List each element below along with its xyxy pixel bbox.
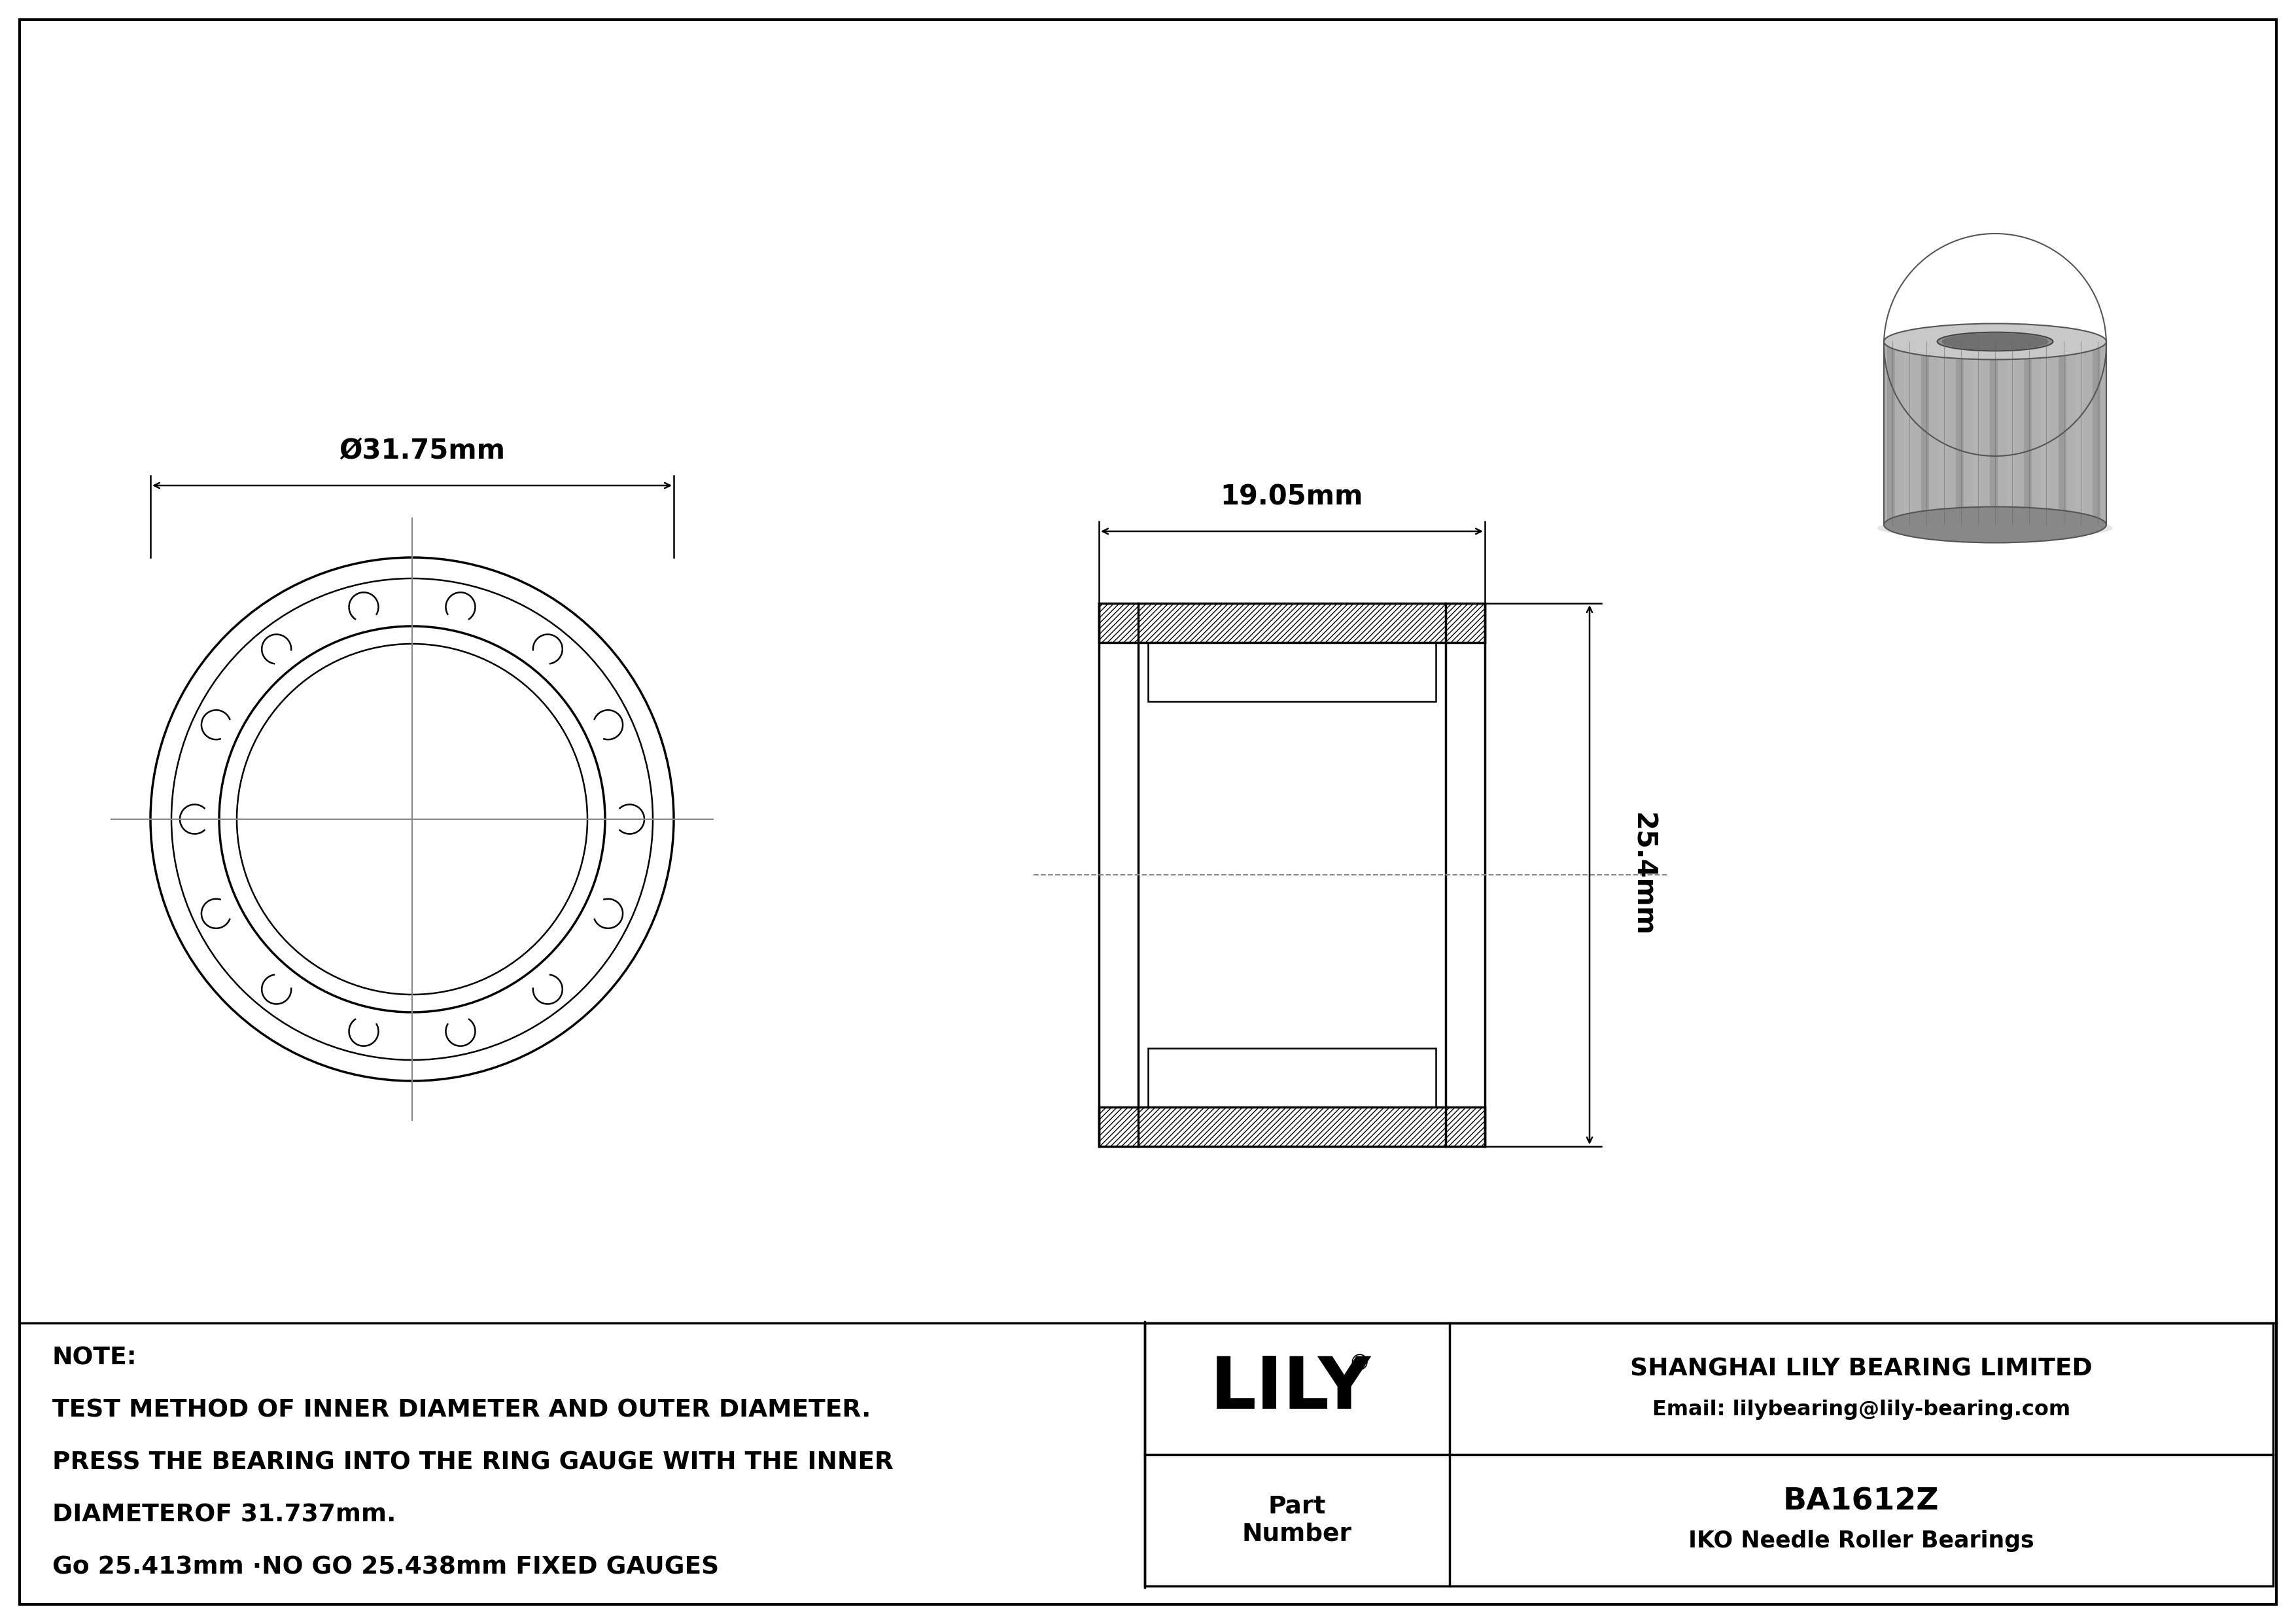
FancyBboxPatch shape [1885, 341, 2105, 525]
Bar [1956, 341, 1963, 525]
Bar [2076, 341, 2082, 525]
Ellipse shape [1938, 333, 2053, 351]
Text: Ø31.75mm: Ø31.75mm [340, 437, 505, 464]
Bar [2007, 341, 2016, 525]
Text: Email: lilybearing@lily-bearing.com: Email: lilybearing@lily-bearing.com [1653, 1400, 2071, 1419]
Bar [1887, 341, 1894, 525]
Text: LILY: LILY [1210, 1354, 1371, 1424]
Text: Go 25.413mm ·NO GO 25.438mm FIXED GAUGES: Go 25.413mm ·NO GO 25.438mm FIXED GAUGES [53, 1556, 719, 1579]
Bar [2092, 341, 2101, 525]
Text: SHANGHAI LILY BEARING LIMITED: SHANGHAI LILY BEARING LIMITED [1630, 1358, 2092, 1380]
Text: TEST METHOD OF INNER DIAMETER AND OUTER DIAMETER.: TEST METHOD OF INNER DIAMETER AND OUTER … [53, 1398, 870, 1423]
Text: BA1612Z: BA1612Z [1784, 1488, 1940, 1517]
Bar [1100, 1108, 1486, 1147]
Text: Part
Number: Part Number [1242, 1496, 1352, 1546]
Text: DIAMETEROF 31.737mm.: DIAMETEROF 31.737mm. [53, 1502, 397, 1527]
Bar [2057, 341, 2066, 525]
Bar [1146, 1324, 2273, 1587]
Ellipse shape [1885, 323, 2105, 359]
Bar [1972, 341, 1981, 525]
Ellipse shape [1942, 333, 2048, 351]
Ellipse shape [1878, 516, 2112, 539]
Bar [1938, 341, 1947, 525]
Text: ®: ® [1348, 1353, 1371, 1374]
Bar [1148, 1047, 1435, 1108]
Text: NOTE:: NOTE: [53, 1346, 138, 1369]
Text: PRESS THE BEARING INTO THE RING GAUGE WITH THE INNER: PRESS THE BEARING INTO THE RING GAUGE WI… [53, 1450, 893, 1475]
Bar [1148, 643, 1435, 702]
Text: 19.05mm: 19.05mm [1221, 482, 1364, 510]
Text: 25.4mm: 25.4mm [1628, 814, 1655, 937]
Bar [1100, 603, 1486, 643]
Bar [1991, 341, 1998, 525]
Ellipse shape [1885, 507, 2105, 542]
Bar [1903, 341, 1913, 525]
Bar [2025, 341, 2032, 525]
Bar [1922, 341, 1929, 525]
Text: IKO Needle Roller Bearings: IKO Needle Roller Bearings [1688, 1530, 2034, 1553]
Bar [2041, 341, 2048, 525]
